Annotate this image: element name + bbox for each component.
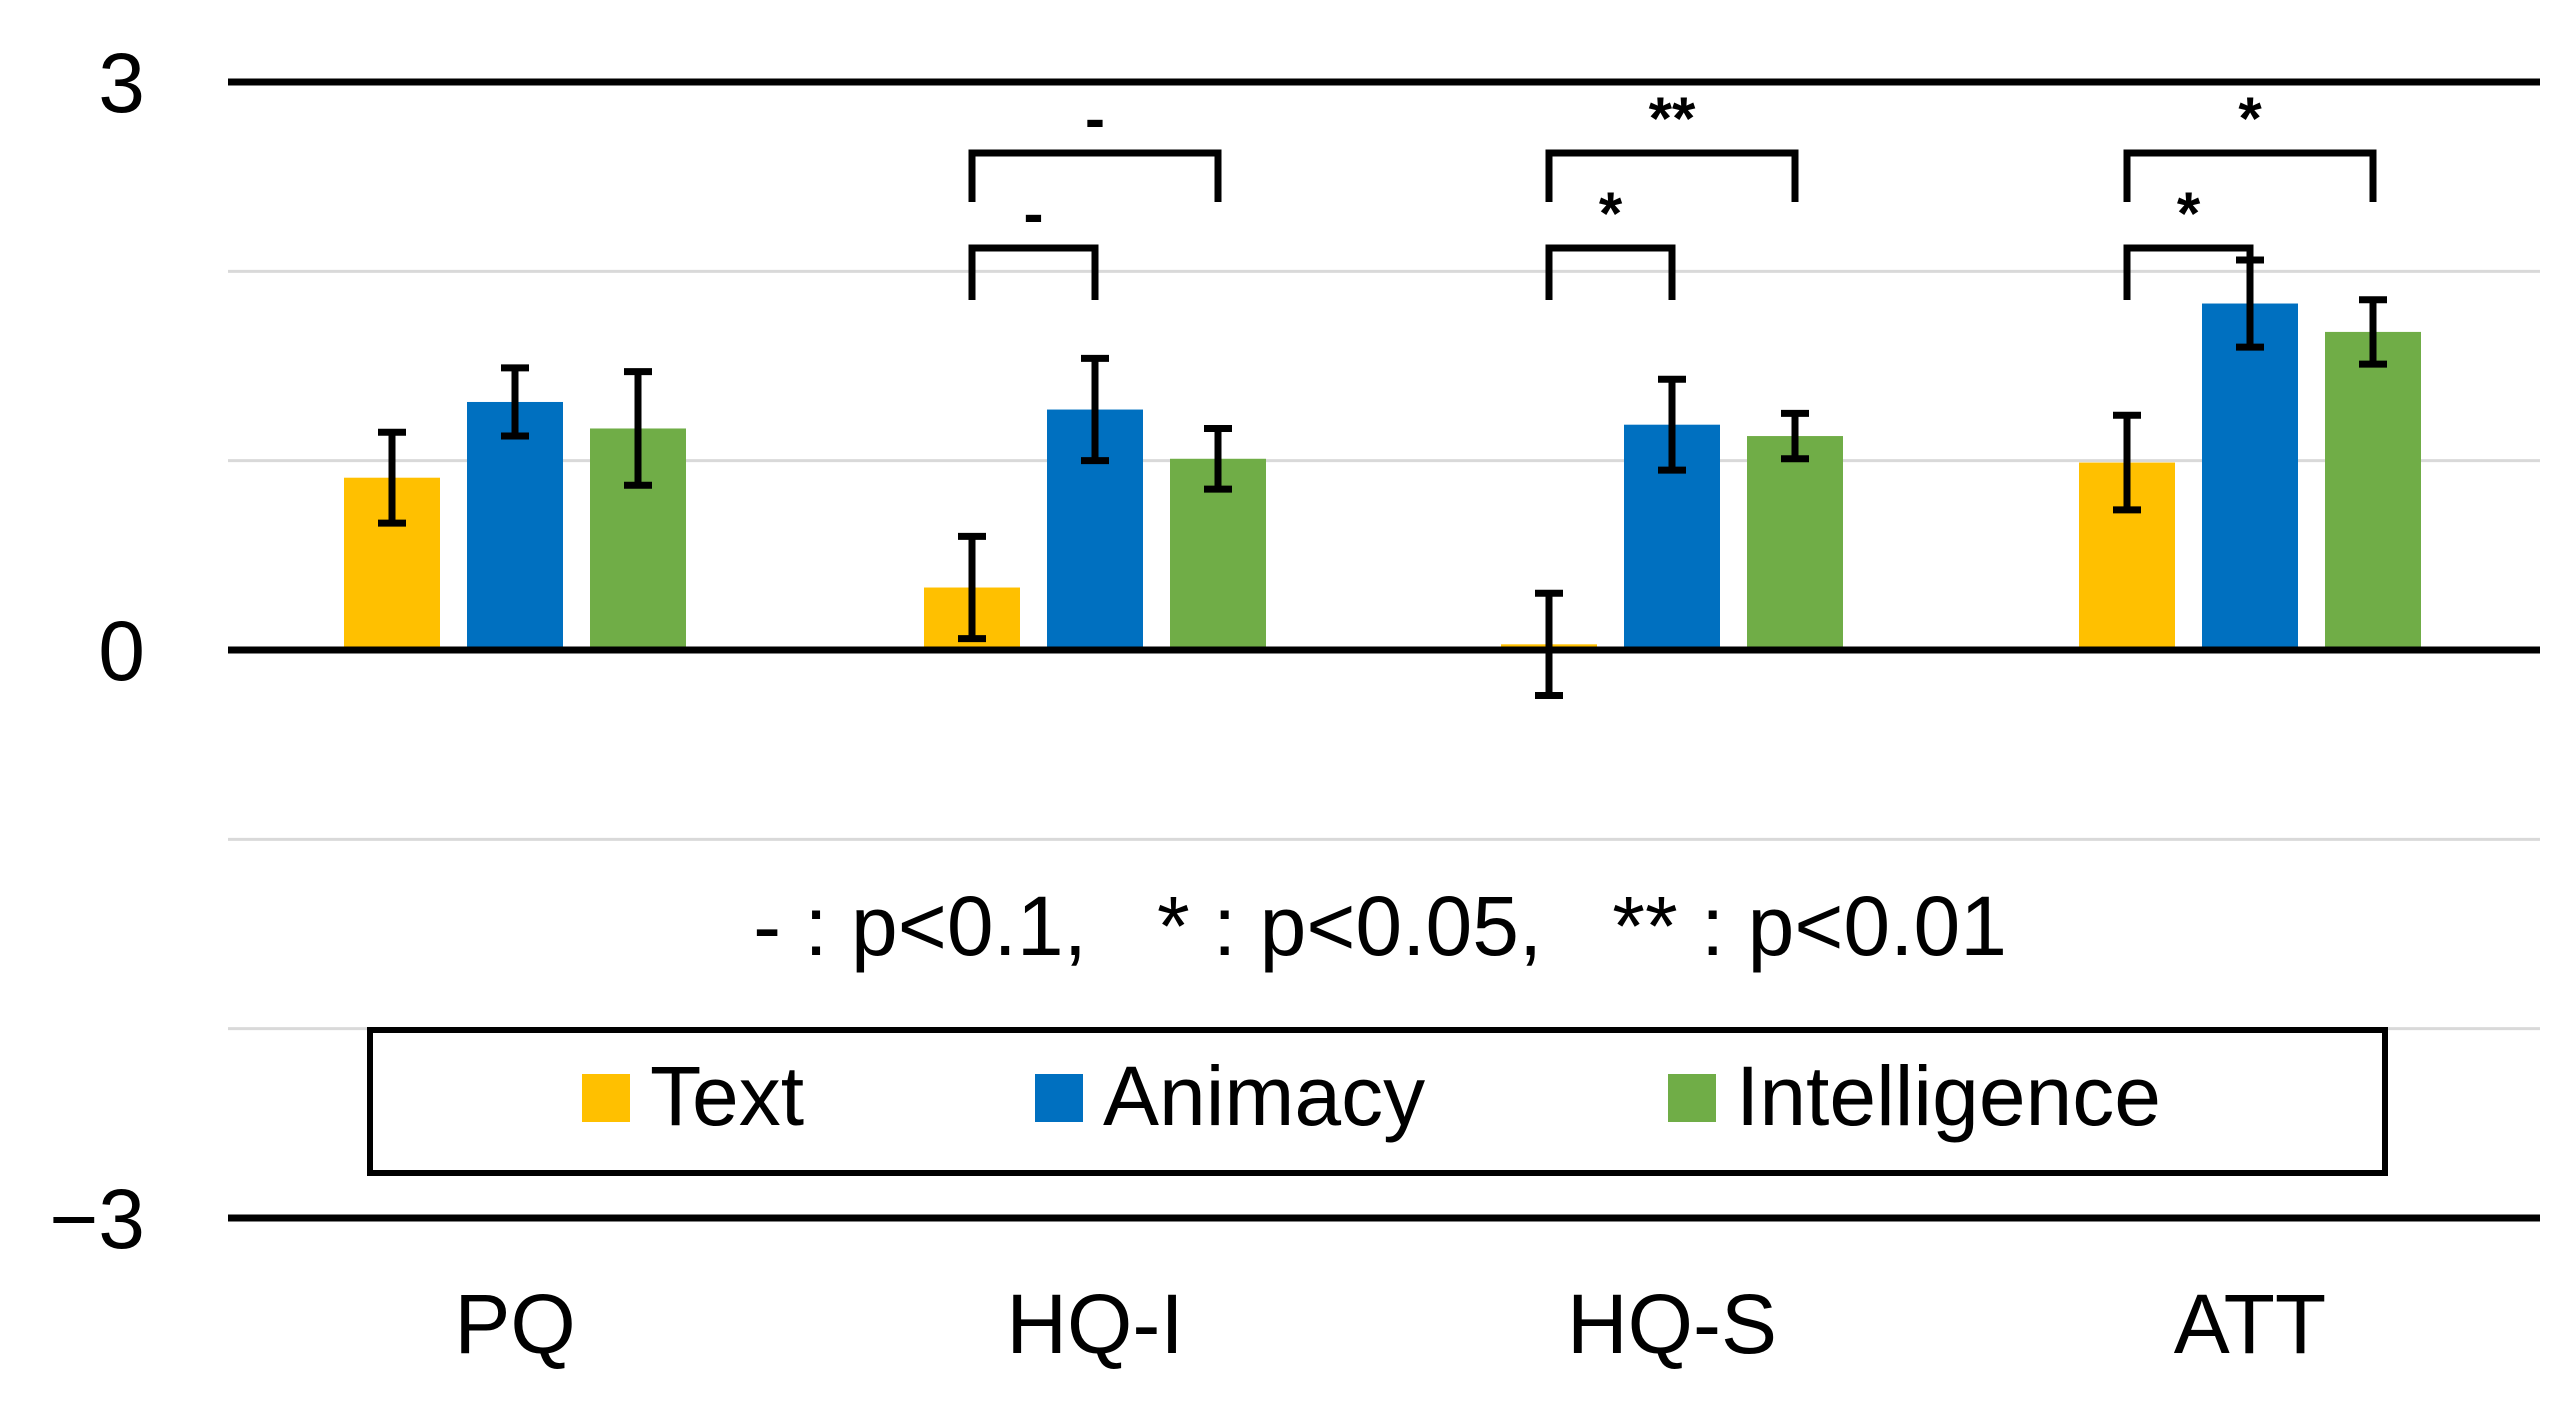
- error-bar-intelligence-att: [2359, 296, 2387, 368]
- significance-bracket-att-text-intelligence: *: [2123, 85, 2377, 202]
- error-bar-intelligence-hq-i: [1204, 424, 1232, 493]
- legend-swatch-text: [582, 1074, 630, 1122]
- legend-swatch-intelligence: [1668, 1074, 1716, 1122]
- axis-lines: [228, 78, 2540, 1222]
- bracket-line: [968, 149, 1222, 202]
- significance-label: **: [1649, 85, 1696, 152]
- legend-swatch-animacy: [1035, 1074, 1083, 1122]
- x-axis-ticks: PQ HQ-I HQ-S ATT: [454, 1277, 2326, 1371]
- bracket-line: [2123, 244, 2254, 300]
- error-bar-text-hq-i: [958, 532, 986, 643]
- legend-label-text: Text: [650, 1049, 804, 1143]
- bar-intelligence-hq-s: [1747, 436, 1843, 650]
- bracket-line: [2123, 149, 2377, 202]
- legend-label-intelligence: Intelligence: [1736, 1049, 2161, 1143]
- bars: [344, 303, 2421, 650]
- y-tick-label-3: 3: [98, 36, 145, 130]
- bracket-line: [1545, 244, 1676, 300]
- bar-animacy-pq: [467, 401, 563, 650]
- x-tick-label-hq-s: HQ-S: [1567, 1277, 1777, 1371]
- bracket-line: [1545, 149, 1799, 202]
- significance-bracket-hq-s-text-intelligence: **: [1545, 85, 1799, 202]
- legend-box: [367, 1027, 2388, 1176]
- bracket-line: [968, 244, 1099, 300]
- significance-label: *: [1599, 180, 1623, 247]
- bar-animacy-att: [2202, 303, 2298, 650]
- x-tick-label-hq-i: HQ-I: [1006, 1277, 1183, 1371]
- significance-bracket-hq-i-text-intelligence: -: [968, 85, 1222, 202]
- significance-label: -: [1024, 180, 1044, 247]
- error-bar-text-att: [2113, 411, 2141, 514]
- significance-brackets: --*****: [968, 85, 2377, 300]
- error-bar-animacy-pq: [501, 364, 529, 440]
- legend: Text Animacy Intelligence: [367, 1027, 2388, 1176]
- significance-bracket-hq-s-text-animacy: *: [1545, 180, 1676, 300]
- x-tick-label-att: ATT: [2174, 1277, 2326, 1371]
- significance-label: *: [2238, 85, 2262, 152]
- significance-bracket-hq-i-text-animacy: -: [968, 180, 1099, 300]
- error-bars: [378, 256, 2387, 699]
- error-bar-intelligence-pq: [624, 368, 652, 489]
- bar-intelligence-att: [2325, 331, 2421, 650]
- y-axis-ticks: 3 0 −3: [49, 36, 145, 1266]
- error-bar-intelligence-hq-s: [1781, 409, 1809, 463]
- error-bar-animacy-hq-s: [1658, 375, 1686, 474]
- significance-label: *: [2177, 180, 2201, 247]
- y-tick-label-0: 0: [98, 604, 145, 698]
- error-bar-text-pq: [378, 428, 406, 527]
- error-bar-animacy-hq-i: [1081, 354, 1109, 465]
- legend-label-animacy: Animacy: [1103, 1049, 1425, 1143]
- significance-annotation: - : p<0.1, * : p<0.05, ** : p<0.01: [753, 879, 2007, 973]
- y-tick-label-neg3: −3: [49, 1172, 145, 1266]
- error-bar-text-hq-s: [1535, 589, 1563, 699]
- significance-bracket-att-text-animacy: *: [2123, 180, 2254, 300]
- significance-label: -: [1085, 85, 1105, 152]
- x-tick-label-pq: PQ: [454, 1277, 575, 1371]
